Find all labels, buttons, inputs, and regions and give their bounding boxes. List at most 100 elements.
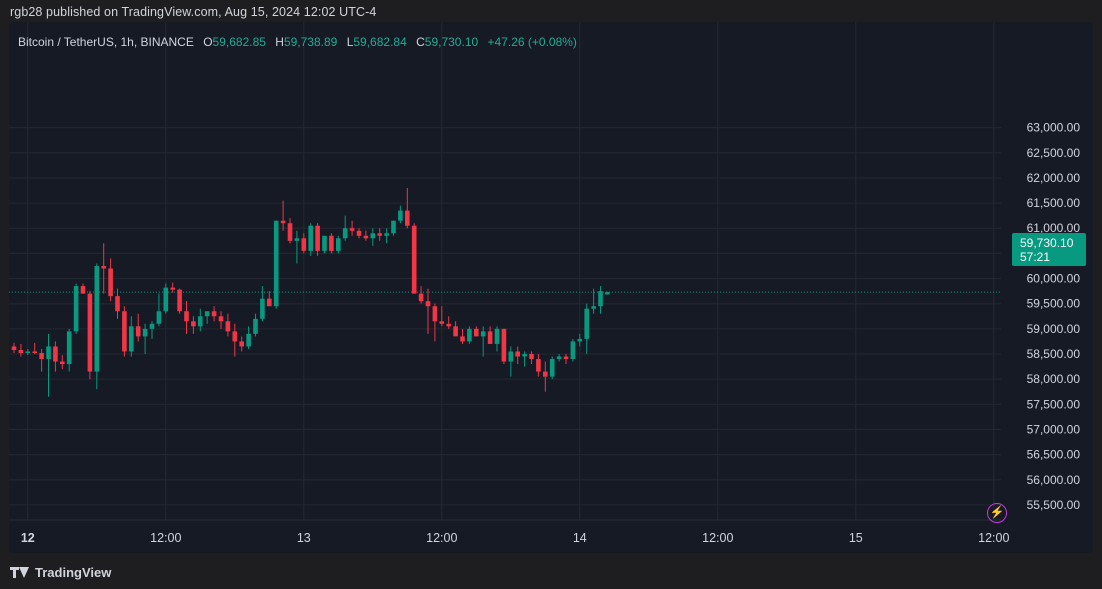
candle-body (370, 233, 376, 239)
candle-body (170, 287, 175, 290)
candle (253, 313, 258, 337)
candle-body (349, 228, 355, 231)
candle-body (543, 371, 548, 377)
candle-body (253, 318, 258, 334)
price-tick-label: 57,500.00 (1027, 397, 1081, 411)
candle-body (515, 351, 520, 357)
candle (39, 348, 44, 372)
candle (163, 283, 169, 314)
price-axis: 55,500.00 56,000.00 56,500.00 57,000.00 57,5… (1027, 121, 1081, 512)
candle (218, 311, 224, 329)
candle (432, 303, 438, 342)
candle (122, 306, 127, 357)
candle-body (508, 351, 514, 362)
price-tick-label: 61,000.00 (1027, 221, 1081, 235)
candle-body (204, 311, 210, 317)
candle-body (384, 233, 389, 236)
candle-body (287, 223, 293, 241)
candle (322, 235, 327, 254)
candle-body (577, 338, 583, 342)
candle-body (294, 238, 300, 241)
candle-body (418, 293, 424, 302)
candle (474, 326, 479, 337)
candle (18, 343, 24, 357)
candle (239, 336, 244, 352)
candle-body (356, 230, 362, 236)
candle (280, 200, 286, 231)
lightning-icon[interactable]: ⚡ (987, 503, 1007, 523)
candle-body (570, 341, 576, 360)
candle (363, 230, 369, 241)
candle-body (232, 331, 238, 342)
candle-body (563, 356, 569, 360)
close-key: C (416, 35, 425, 49)
candle (101, 243, 106, 294)
candle-body (11, 346, 17, 350)
candle (577, 333, 583, 347)
candle-body (591, 306, 596, 309)
candle (225, 313, 231, 337)
candle-body (211, 311, 217, 317)
candle (294, 230, 300, 264)
candle-body (425, 301, 431, 307)
tradingview-logo[interactable]: TradingView (10, 565, 111, 580)
candle (170, 282, 175, 293)
low-value: 59,682.84 (353, 35, 407, 49)
candle (66, 328, 72, 372)
candle (53, 341, 58, 372)
candle-body (363, 235, 369, 239)
candle-body (198, 316, 203, 327)
price-tick-label: 59,500.00 (1027, 297, 1081, 311)
candle-body (39, 352, 44, 360)
candle (60, 355, 65, 370)
candle (342, 215, 348, 241)
price-tick-label: 60,000.00 (1027, 272, 1081, 286)
candle-body (487, 331, 493, 344)
candlestick-chart[interactable]: 55,500.00 56,000.00 56,500.00 57,000.00 57,5… (9, 22, 1093, 553)
high-key: H (275, 35, 284, 49)
candle (108, 258, 113, 302)
candle (598, 286, 603, 314)
candle (204, 311, 210, 324)
candle (135, 313, 141, 342)
candle (156, 293, 162, 327)
candle (287, 218, 293, 244)
open-value: 59,682.85 (212, 35, 266, 49)
candle-body (529, 354, 534, 360)
candle (563, 354, 569, 365)
candle (411, 223, 417, 294)
candle (356, 228, 362, 239)
candle (584, 303, 589, 354)
candle-body (94, 265, 100, 372)
candle (391, 220, 396, 236)
candle-body (108, 268, 113, 297)
candle-body (342, 228, 348, 239)
candle (336, 235, 341, 254)
candle (570, 338, 576, 362)
candle-body (267, 298, 272, 307)
candle-body (73, 286, 79, 332)
candle (73, 283, 79, 334)
time-tick-label: 12:00 (150, 531, 181, 545)
candle-body (398, 210, 403, 221)
chart-panel[interactable]: 55,500.00 56,000.00 56,500.00 57,000.00 57,5… (9, 22, 1093, 553)
candle (232, 323, 238, 357)
candle-body (18, 349, 24, 353)
candle-body (308, 225, 313, 251)
candle (191, 316, 196, 334)
price-tick-label: 62,000.00 (1027, 171, 1081, 185)
price-tick-label: 62,500.00 (1027, 146, 1081, 160)
candle-body (301, 238, 307, 251)
candle-body (87, 293, 93, 372)
candle-body (411, 225, 417, 294)
candle (605, 291, 610, 295)
candle (377, 228, 382, 241)
candle-body (135, 326, 141, 337)
candle (46, 333, 51, 397)
candle-body (494, 328, 500, 344)
candle-body (115, 296, 120, 312)
candle (487, 326, 493, 344)
candle-body (336, 238, 341, 251)
candle (398, 205, 403, 224)
candle-body (46, 346, 51, 360)
